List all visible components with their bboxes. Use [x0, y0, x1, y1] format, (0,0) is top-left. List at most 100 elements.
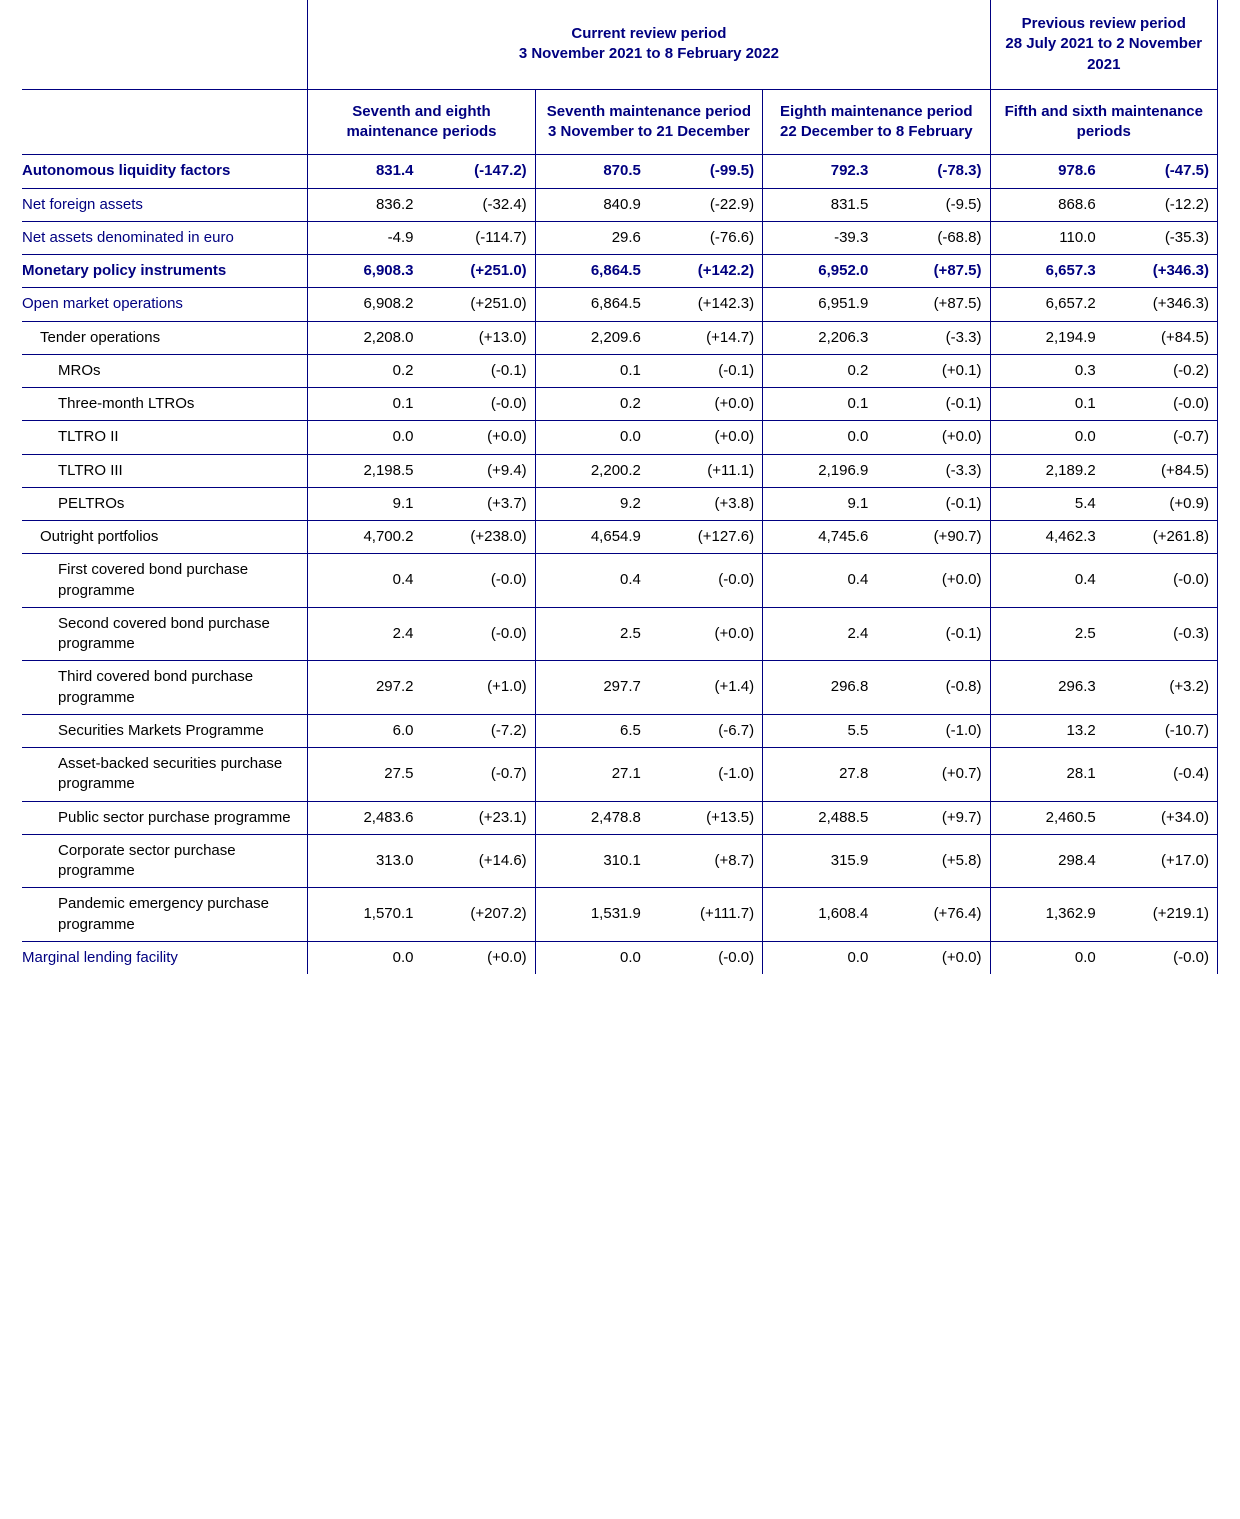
row-value: (+34.0): [1104, 801, 1218, 834]
row-value: 2,209.6: [535, 321, 649, 354]
row-value: (+0.0): [649, 421, 763, 454]
row-value: (-3.3): [876, 321, 990, 354]
row-value: 296.3: [990, 661, 1104, 715]
row-value: (-0.4): [1104, 748, 1218, 802]
row-value: 4,745.6: [763, 521, 877, 554]
row-value: 6,908.2: [308, 288, 422, 321]
row-value: 1,570.1: [308, 888, 422, 942]
row-label: Three-month LTROs: [22, 388, 308, 421]
row-label: TLTRO III: [22, 454, 308, 487]
row-value: (+0.1): [876, 354, 990, 387]
row-value: 9.1: [763, 487, 877, 520]
row-value: (-35.3): [1104, 221, 1218, 254]
table-row: Asset-backed securities purchase program…: [22, 748, 1218, 802]
table-row: Autonomous liquidity factors831.4(-147.2…: [22, 155, 1218, 188]
row-value: 0.2: [763, 354, 877, 387]
row-label: Net foreign assets: [22, 188, 308, 221]
header-g1: Seventh and eighth maintenance periods: [308, 89, 535, 155]
row-value: 868.6: [990, 188, 1104, 221]
row-value: 2.4: [763, 607, 877, 661]
row-label: Marginal lending facility: [22, 941, 308, 974]
row-value: (-78.3): [876, 155, 990, 188]
row-value: (+23.1): [421, 801, 535, 834]
row-value: 4,700.2: [308, 521, 422, 554]
table-row: Third covered bond purchase programme297…: [22, 661, 1218, 715]
row-value: (+14.7): [649, 321, 763, 354]
row-value: 0.1: [990, 388, 1104, 421]
liquidity-table-page: Current review period 3 November 2021 to…: [0, 0, 1240, 1004]
row-value: 0.3: [990, 354, 1104, 387]
row-value: (+238.0): [421, 521, 535, 554]
row-value: 0.0: [308, 421, 422, 454]
table-row: First covered bond purchase programme0.4…: [22, 554, 1218, 608]
row-label: Net assets denominated in euro: [22, 221, 308, 254]
header-g2a: Seventh maintenance period: [547, 103, 751, 120]
row-value: 0.0: [763, 421, 877, 454]
row-value: 9.1: [308, 487, 422, 520]
row-value: (+346.3): [1104, 255, 1218, 288]
row-value: (-0.1): [876, 388, 990, 421]
row-value: (+207.2): [421, 888, 535, 942]
row-value: 831.4: [308, 155, 422, 188]
row-value: (+142.3): [649, 288, 763, 321]
row-value: 27.8: [763, 748, 877, 802]
row-value: (+0.0): [649, 388, 763, 421]
row-value: (-12.2): [1104, 188, 1218, 221]
header-previous-period: Previous review period 28 July 2021 to 2…: [990, 0, 1217, 89]
row-value: 0.0: [763, 941, 877, 974]
row-label: Tender operations: [22, 321, 308, 354]
row-value: 0.0: [535, 421, 649, 454]
row-value: 0.2: [535, 388, 649, 421]
row-value: 298.4: [990, 834, 1104, 888]
row-value: 1,608.4: [763, 888, 877, 942]
row-value: (+1.4): [649, 661, 763, 715]
row-value: (+0.0): [876, 421, 990, 454]
row-value: (-0.7): [421, 748, 535, 802]
header-g3: Eighth maintenance period 22 December to…: [763, 89, 990, 155]
row-value: (-0.0): [1104, 388, 1218, 421]
row-value: (+1.0): [421, 661, 535, 715]
row-value: 0.1: [763, 388, 877, 421]
row-value: (+0.0): [876, 941, 990, 974]
table-row: Tender operations2,208.0(+13.0)2,209.6(+…: [22, 321, 1218, 354]
row-value: (-0.0): [421, 607, 535, 661]
row-value: 5.4: [990, 487, 1104, 520]
table-row: Securities Markets Programme6.0(-7.2)6.5…: [22, 714, 1218, 747]
row-value: 27.1: [535, 748, 649, 802]
row-label: Pandemic emergency purchase programme: [22, 888, 308, 942]
row-value: (+17.0): [1104, 834, 1218, 888]
row-value: (-1.0): [649, 748, 763, 802]
table-row: MROs0.2(-0.1)0.1(-0.1)0.2(+0.1)0.3(-0.2): [22, 354, 1218, 387]
table-row: PELTROs9.1(+3.7)9.2(+3.8)9.1(-0.1)5.4(+0…: [22, 487, 1218, 520]
row-value: 313.0: [308, 834, 422, 888]
row-value: 2,488.5: [763, 801, 877, 834]
row-value: (-99.5): [649, 155, 763, 188]
header-g3a: Eighth maintenance period: [780, 103, 973, 120]
row-value: (-0.1): [649, 354, 763, 387]
header-g3b: 22 December to 8 February: [780, 123, 973, 140]
row-value: (-0.0): [1104, 554, 1218, 608]
row-value: 6,908.3: [308, 255, 422, 288]
row-value: 29.6: [535, 221, 649, 254]
row-value: (-0.1): [876, 607, 990, 661]
row-value: (-10.7): [1104, 714, 1218, 747]
row-value: 296.8: [763, 661, 877, 715]
table-row: Three-month LTROs0.1(-0.0)0.2(+0.0)0.1(-…: [22, 388, 1218, 421]
row-label: Outright portfolios: [22, 521, 308, 554]
row-value: 6,951.9: [763, 288, 877, 321]
row-value: 297.7: [535, 661, 649, 715]
row-label: PELTROs: [22, 487, 308, 520]
row-value: (+87.5): [876, 255, 990, 288]
row-value: 6.0: [308, 714, 422, 747]
row-value: 1,362.9: [990, 888, 1104, 942]
row-label: TLTRO II: [22, 421, 308, 454]
row-value: 0.0: [990, 421, 1104, 454]
row-value: (+84.5): [1104, 454, 1218, 487]
row-value: 2,189.2: [990, 454, 1104, 487]
row-value: 0.4: [990, 554, 1104, 608]
row-value: (+0.0): [421, 941, 535, 974]
row-value: 0.2: [308, 354, 422, 387]
row-value: 0.1: [535, 354, 649, 387]
row-value: 2,460.5: [990, 801, 1104, 834]
liquidity-table: Current review period 3 November 2021 to…: [22, 0, 1218, 974]
